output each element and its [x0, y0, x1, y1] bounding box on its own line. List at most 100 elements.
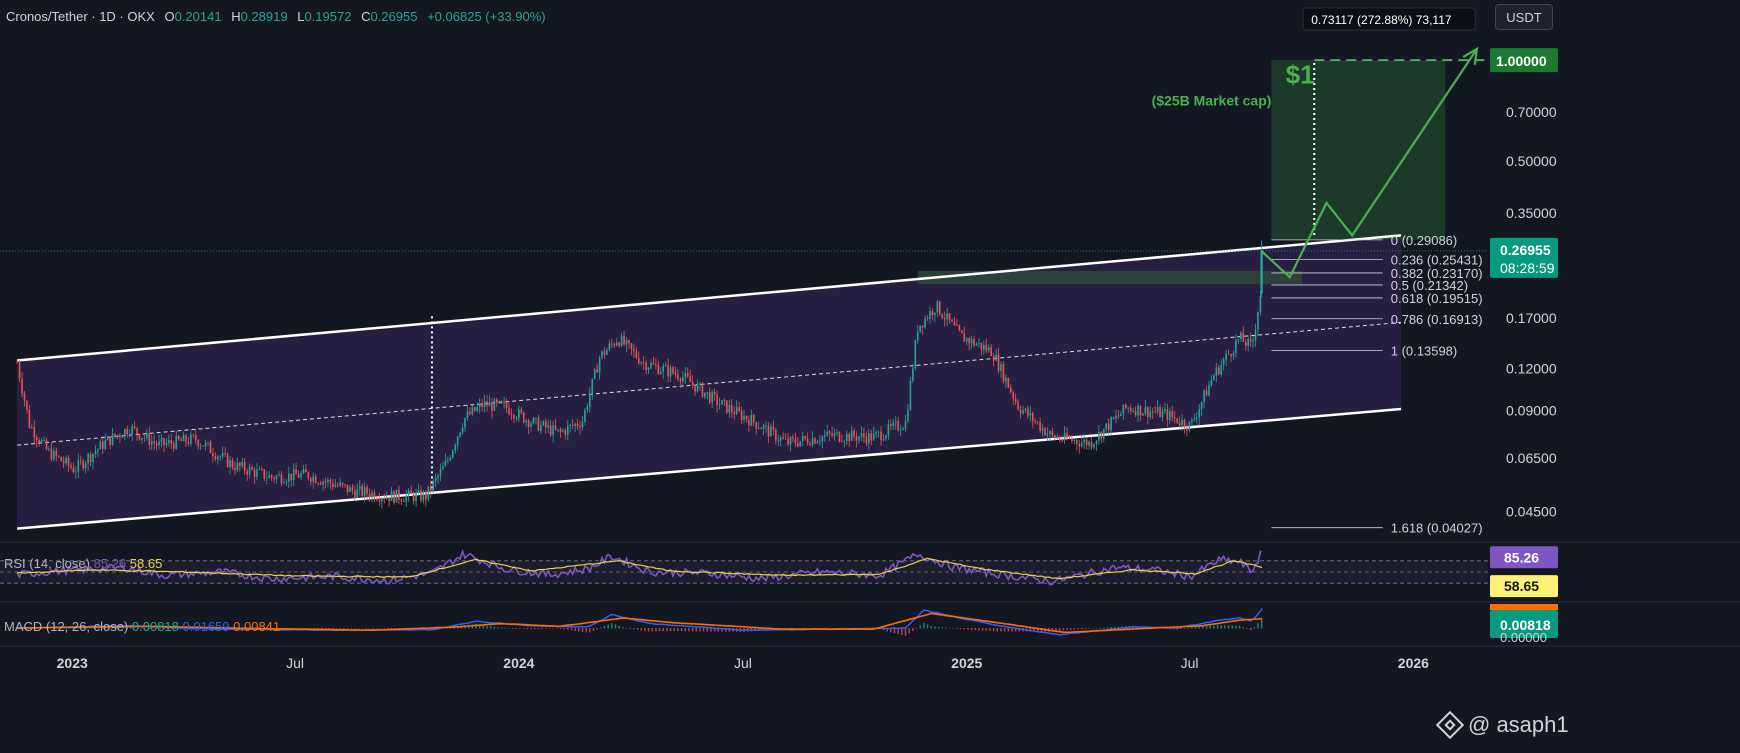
- candle-body: [877, 431, 880, 433]
- candle-body: [520, 409, 523, 413]
- x-axis-tick-label: Jul: [286, 655, 304, 671]
- macd-hist-bar: [842, 627, 844, 629]
- macd-hist-bar: [100, 627, 103, 629]
- macd-hist-bar: [647, 628, 650, 632]
- macd-hist-bar: [864, 627, 866, 629]
- candle-body: [185, 435, 187, 443]
- candle-body: [265, 477, 268, 479]
- candle-body: [1200, 402, 1203, 410]
- macd-legend[interactable]: MACD (12, 26, close) 0.00818 0.01659 0.0…: [4, 619, 280, 634]
- macd-hist-bar: [827, 628, 830, 629]
- candle-body: [43, 439, 45, 441]
- candle-body: [615, 342, 618, 346]
- macd-hist-bar: [1011, 628, 1013, 632]
- macd-signal-value: 0.00841: [233, 619, 281, 634]
- macd-hist-bar: [886, 628, 888, 632]
- candle-body: [1205, 390, 1208, 396]
- candle-body: [723, 400, 726, 401]
- candle-body: [887, 424, 890, 436]
- candle-body: [870, 433, 873, 441]
- currency-button[interactable]: USDT: [1495, 4, 1553, 30]
- macd-hist-bar: [934, 626, 936, 629]
- macd-hist-bar: [1180, 628, 1182, 630]
- candle-body: [1098, 432, 1100, 441]
- macd-hist-bar: [728, 628, 731, 632]
- candle-body: [713, 392, 716, 395]
- candle-body: [765, 425, 767, 427]
- candle-body: [258, 468, 261, 470]
- macd-hist-bar: [427, 628, 429, 631]
- candle-body: [980, 342, 983, 350]
- candle-body: [845, 433, 848, 442]
- candle-body: [427, 486, 430, 500]
- candle-body: [779, 437, 782, 441]
- candle-body: [633, 348, 635, 352]
- macd-hist-bar: [1209, 625, 1211, 629]
- candle-body: [1151, 411, 1154, 413]
- macd-hist-bar: [959, 628, 962, 630]
- macd-hist-bar: [860, 627, 863, 629]
- macd-hist-bar: [618, 625, 620, 629]
- macd-hist-bar: [607, 624, 609, 629]
- candle-body: [72, 467, 75, 473]
- candle-body: [650, 363, 652, 368]
- macd-hist-bar: [996, 628, 999, 632]
- candle-body: [317, 483, 319, 484]
- candle-body: [339, 482, 341, 486]
- candle-body: [456, 436, 459, 446]
- candle-body: [566, 425, 569, 435]
- macd-hist-bar: [478, 624, 481, 629]
- candle-body: [544, 421, 547, 428]
- candle-body: [219, 456, 222, 458]
- candle-body: [797, 443, 799, 447]
- candle-body: [841, 441, 843, 443]
- macd-hist-bar: [122, 627, 125, 629]
- candle-body: [603, 351, 606, 355]
- macd-hist-bar: [541, 628, 543, 629]
- symbol-title[interactable]: Cronos/Tether · 1D · OKX: [6, 9, 155, 24]
- candle-body: [983, 345, 985, 350]
- fib-level-label: 0.786 (0.16913): [1391, 312, 1483, 327]
- macd-hist-bar: [721, 628, 723, 632]
- candle-body: [1203, 390, 1205, 403]
- candle-body: [170, 440, 173, 444]
- candle-body: [1110, 417, 1112, 431]
- candle-body: [84, 463, 87, 469]
- candle-body: [611, 343, 613, 345]
- candle-body: [180, 439, 182, 442]
- macd-hist-bar: [611, 623, 613, 629]
- candle-body: [655, 364, 657, 366]
- candle-body: [1176, 418, 1178, 423]
- candle-body: [1235, 340, 1237, 354]
- candle-body: [968, 338, 970, 344]
- macd-hist-bar: [684, 628, 686, 632]
- candle-body: [199, 445, 202, 447]
- candle-body: [919, 325, 922, 332]
- candle-body: [530, 423, 532, 427]
- target-price-tag-label: 1.00000: [1496, 53, 1547, 69]
- macd-hist-bar: [926, 624, 929, 629]
- candle-body: [1046, 433, 1049, 436]
- fib-level-label: 0.618 (0.19515): [1391, 291, 1483, 306]
- rsi-legend[interactable]: RSI (14, close) 85.26 58.65: [4, 556, 162, 571]
- candle-body: [679, 378, 682, 382]
- macd-hist-bar: [578, 628, 580, 632]
- macd-hist-bar: [651, 628, 653, 632]
- macd-hist-bar: [706, 628, 708, 632]
- x-axis-tick-label: 2024: [503, 655, 534, 671]
- candle-body: [662, 366, 665, 372]
- candle-body: [1014, 398, 1017, 402]
- macd-hist-bar: [335, 628, 338, 630]
- candle-body: [204, 442, 207, 447]
- candle-body: [1076, 440, 1078, 444]
- candle-body: [1169, 411, 1171, 421]
- candle-body: [1022, 410, 1024, 414]
- candle-body: [1134, 410, 1137, 416]
- candle-body: [936, 301, 939, 313]
- macd-hist-bar: [89, 627, 92, 629]
- candle-body: [454, 445, 457, 451]
- macd-hist-bar: [372, 627, 374, 629]
- macd-hist-bar: [537, 628, 540, 630]
